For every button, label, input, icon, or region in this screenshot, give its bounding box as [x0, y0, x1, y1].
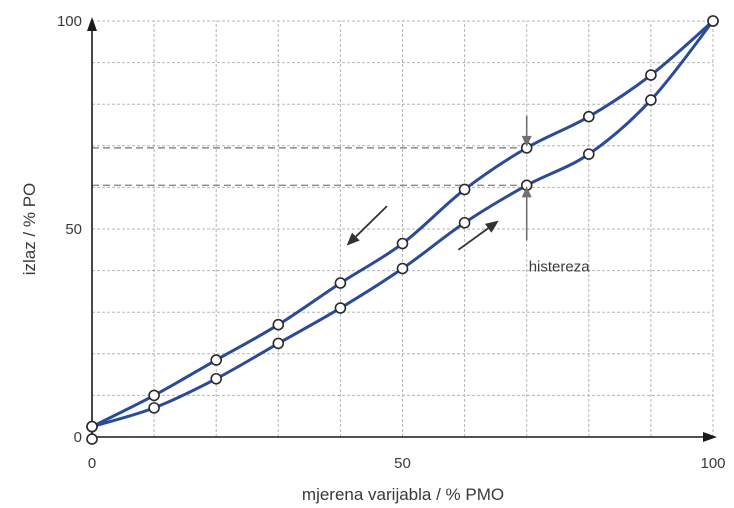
data-point — [210, 372, 222, 385]
data-point — [582, 110, 595, 123]
data-point — [645, 94, 657, 106]
data-point — [707, 15, 719, 27]
arrow-head — [346, 232, 360, 246]
arrow-shaft — [355, 205, 388, 238]
grid — [92, 20, 714, 437]
data-point — [210, 354, 222, 366]
data-point — [334, 277, 347, 289]
x-axis-arrowhead — [703, 432, 717, 442]
data-point — [334, 302, 347, 314]
data-point — [148, 402, 160, 414]
data-point — [396, 237, 409, 250]
y-tick-label: 100 — [57, 13, 82, 30]
y-tick-label: 50 — [65, 221, 82, 238]
x-axis-label: mjerena varijabla / % PMO — [302, 485, 504, 504]
hysteresis-annotation: histereza — [529, 258, 591, 275]
axes — [87, 17, 717, 442]
arrow-increasing — [457, 220, 499, 251]
arrow-decreasing — [346, 205, 388, 246]
hysteresis-arrowhead-bottom — [521, 186, 532, 198]
hysteresis-marker — [521, 115, 532, 241]
y-axis-arrowhead — [87, 17, 97, 31]
data-point — [396, 262, 409, 275]
data-points — [86, 15, 719, 445]
direction-arrows — [346, 205, 499, 251]
arrow-head — [484, 220, 499, 233]
data-point — [582, 148, 595, 160]
data-point — [645, 69, 657, 81]
data-point — [86, 433, 98, 445]
y-axis-label: izlaz / % PO — [20, 183, 39, 276]
data-point — [458, 216, 471, 229]
y-tick-label: 0 — [74, 429, 82, 446]
arrow-shaft — [457, 227, 489, 251]
x-tick-label: 0 — [88, 455, 96, 472]
x-tick-label: 50 — [394, 455, 411, 472]
data-point — [272, 337, 285, 350]
reference-lines — [92, 147, 531, 187]
data-point — [272, 318, 285, 331]
data-point — [458, 183, 471, 196]
data-point — [86, 420, 98, 433]
data-point — [148, 389, 160, 402]
x-tick-label: 100 — [700, 455, 725, 472]
hysteresis-arrowhead-top — [521, 135, 532, 147]
